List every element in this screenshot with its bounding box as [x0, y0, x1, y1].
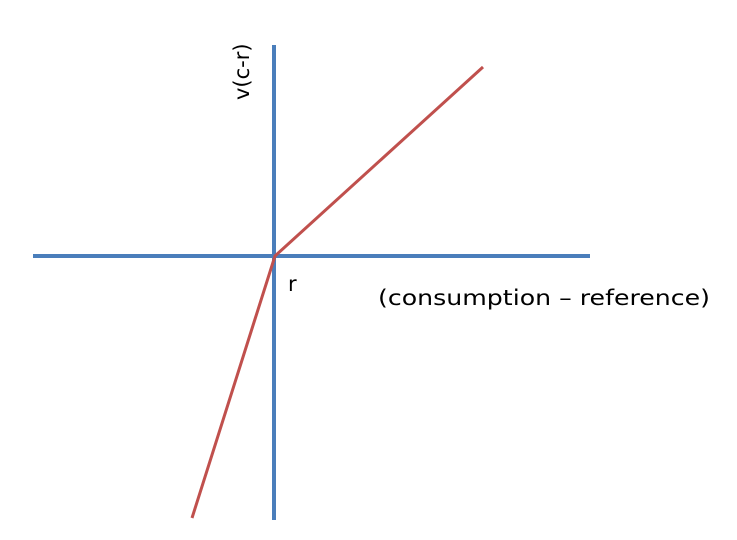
origin-label: r — [288, 272, 297, 296]
x-axis-label: (consumption – reference) — [378, 286, 710, 310]
value-function-curve — [190, 65, 485, 519]
y-axis-label: v(c-r) — [230, 43, 254, 100]
